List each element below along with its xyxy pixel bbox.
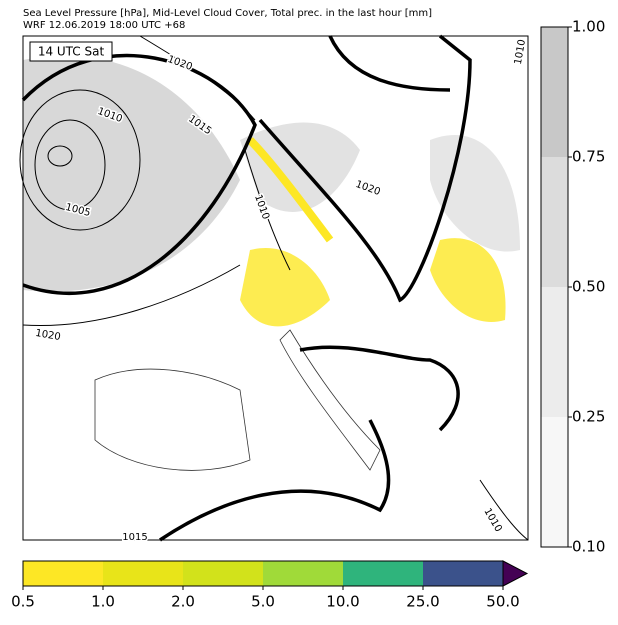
colorbar-tick-label: 0.25 bbox=[572, 408, 605, 426]
precip-area bbox=[240, 248, 330, 327]
colorbar-tick-label: 0.75 bbox=[572, 148, 605, 166]
title-line: WRF 12.06.2019 18:00 UTC +68 bbox=[23, 20, 185, 31]
title-line: Sea Level Pressure [hPa], Mid-Level Clou… bbox=[23, 8, 432, 19]
coastline bbox=[94, 368, 251, 471]
colorbar-tick-label: 0.5 bbox=[11, 593, 35, 611]
colorbar-segment bbox=[183, 561, 263, 586]
precip-colorbar: 0.5 1.0 2.0 5.0 10.0 25.0 50.0 bbox=[11, 560, 529, 611]
colorbar-segment bbox=[343, 561, 423, 586]
colorbar-tick-label: 50.0 bbox=[486, 593, 519, 611]
isobar bbox=[22, 264, 241, 327]
isobar bbox=[47, 145, 73, 167]
colorbar-tick-label: 0.10 bbox=[572, 538, 605, 556]
colorbar-segment bbox=[103, 561, 183, 586]
colorbar-segment bbox=[541, 157, 568, 287]
colorbar-tick-label: 2.0 bbox=[171, 593, 195, 611]
isobar-bold bbox=[328, 35, 451, 92]
colorbar-tick-label: 25.0 bbox=[406, 593, 439, 611]
precip-area bbox=[430, 238, 506, 322]
colorbar-segment bbox=[263, 561, 343, 586]
colorbar-segment bbox=[541, 287, 568, 417]
colorbar-segment bbox=[423, 561, 503, 586]
isobar-bold bbox=[159, 419, 391, 542]
precip-area bbox=[247, 137, 334, 243]
cloud-area bbox=[430, 134, 520, 252]
isobar bbox=[34, 119, 106, 211]
colorbar-tick-label: 1.0 bbox=[91, 593, 115, 611]
map-frame bbox=[22, 35, 529, 541]
colorbar-tick-label: 10.0 bbox=[326, 593, 359, 611]
colorbar-segment bbox=[23, 561, 103, 586]
coastline bbox=[279, 329, 381, 471]
isobar bbox=[244, 149, 291, 271]
cloud-colorbar: 1.00 0.75 0.50 0.25 0.10 bbox=[540, 18, 605, 556]
colorbar-tick-label: 0.50 bbox=[572, 278, 605, 296]
colorbar-tick-label: 1.00 bbox=[572, 18, 605, 36]
isobar bbox=[19, 89, 141, 231]
colorbar-extension bbox=[502, 560, 529, 587]
colorbar-tick-label: 5.0 bbox=[251, 593, 275, 611]
isobar-label: 1015 bbox=[122, 532, 147, 543]
isobar-bold bbox=[299, 345, 460, 432]
colorbar-segment bbox=[541, 417, 568, 547]
isobar-bold bbox=[258, 34, 472, 303]
map: 14 UTC Sat bbox=[19, 34, 529, 542]
isobar bbox=[139, 35, 256, 121]
colorbar-segment bbox=[541, 27, 568, 157]
cloud-area bbox=[23, 55, 240, 292]
time-label-box bbox=[29, 41, 113, 62]
time-label: 14 UTC Sat bbox=[38, 45, 105, 59]
isobar bbox=[479, 479, 529, 541]
